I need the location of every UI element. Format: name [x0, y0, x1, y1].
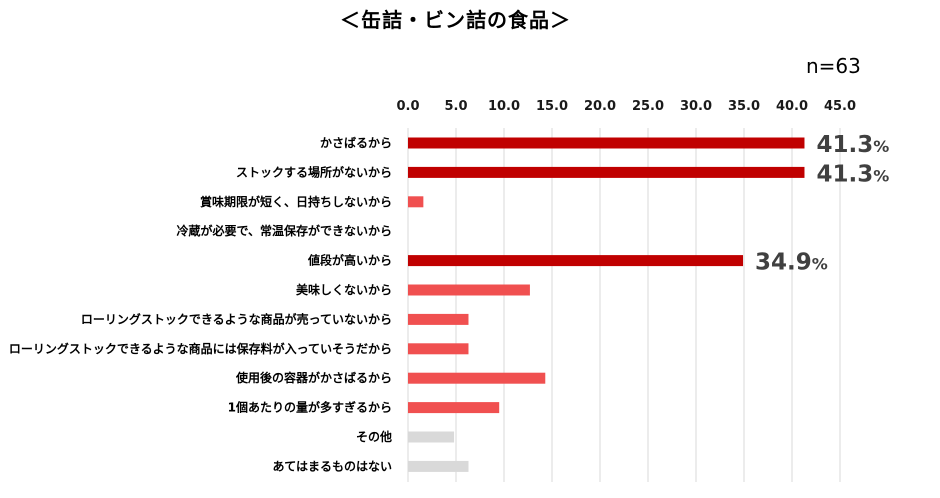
sample-size-label: n=63 [806, 54, 861, 78]
bar [408, 372, 546, 384]
x-tick-label: 30.0 [680, 99, 712, 114]
category-label: 1個あたりの量が多すぎるから [228, 400, 392, 415]
bar [408, 402, 500, 414]
data-label-unit: % [812, 255, 828, 274]
data-label: 41.3% [816, 132, 889, 158]
bar [408, 255, 744, 267]
bar [408, 343, 469, 355]
x-tick-label: 20.0 [584, 99, 616, 114]
x-tick-label: 15.0 [536, 99, 568, 114]
bar [408, 166, 805, 178]
category-label: ローリングストックできるような商品には保存料が入っていそうだから [9, 341, 392, 356]
data-label-unit: % [873, 137, 889, 156]
bar [408, 313, 469, 325]
x-tick-label: 5.0 [444, 99, 467, 114]
x-tick-label: 45.0 [824, 99, 856, 114]
x-tick-label: 25.0 [632, 99, 664, 114]
data-label-unit: % [873, 166, 889, 185]
category-label: 賞味期限が短く、日持ちしないから [200, 194, 392, 209]
x-tick-label: 0.0 [396, 99, 419, 114]
data-label: 34.9% [755, 250, 828, 276]
category-label: 冷蔵が必要で、常温保存ができないから [176, 223, 392, 238]
data-label-value: 34.9 [755, 250, 812, 276]
bar [408, 196, 424, 208]
bar [408, 284, 530, 296]
category-label: ストックする場所がないから [236, 164, 392, 179]
category-label: 使用後の容器がかさばるから [235, 370, 392, 385]
category-label: 美味しくないから [296, 282, 392, 297]
bar [408, 137, 805, 149]
chart-title: ＜缶詰・ビン詰の食品＞ [340, 8, 571, 32]
bar [408, 431, 455, 443]
data-label-value: 41.3 [816, 161, 873, 187]
category-label: かさばるから [320, 135, 392, 150]
x-tick-label: 35.0 [728, 99, 760, 114]
x-tick-label: 10.0 [488, 99, 520, 114]
category-label: あてはまるものはない [272, 459, 392, 473]
category-label: 値段が高いから [307, 253, 392, 268]
x-tick-label: 40.0 [776, 99, 808, 114]
category-label: ローリングストックできるような商品が売っていないから [81, 311, 392, 326]
data-label: 41.3% [816, 161, 889, 187]
data-label-value: 41.3 [816, 132, 873, 158]
bar [408, 460, 469, 472]
category-label: その他 [356, 429, 392, 444]
